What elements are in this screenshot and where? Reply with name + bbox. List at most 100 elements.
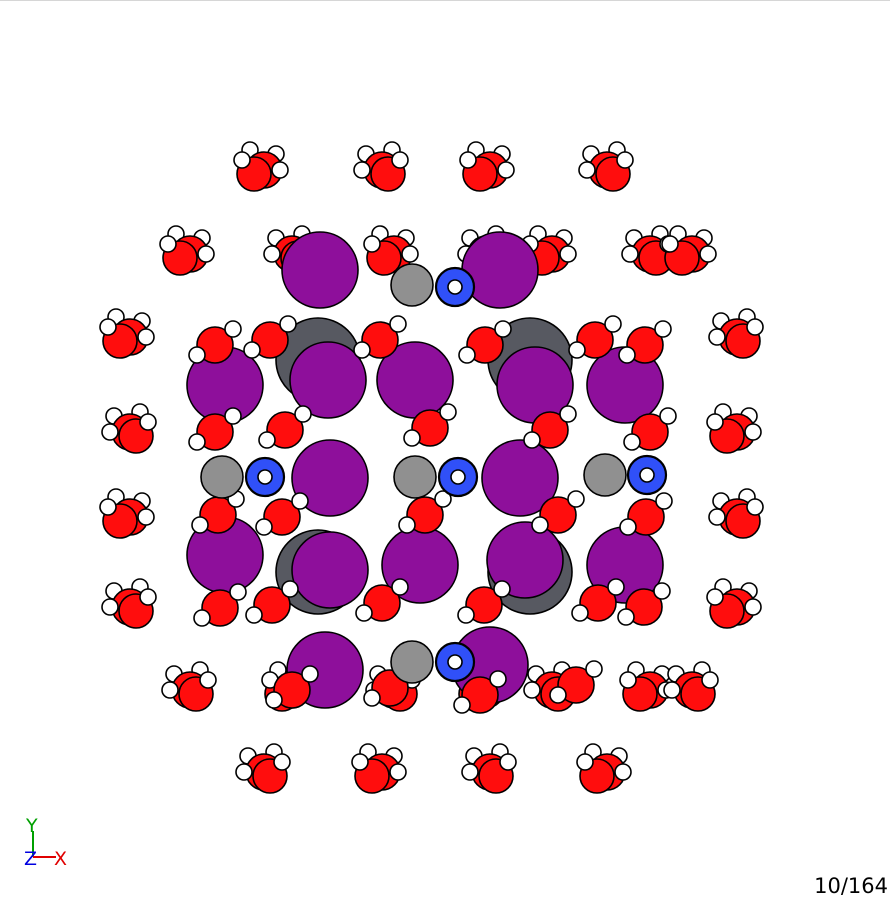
hydrogen-atom <box>363 689 381 707</box>
oxygen-atom <box>266 411 304 449</box>
iodine-atom <box>291 531 369 609</box>
hydrogen-atom <box>263 245 281 263</box>
hydrogen-atom <box>623 433 641 451</box>
iodine-atom <box>486 521 564 599</box>
hydrogen-atom <box>265 691 283 709</box>
hydrogen-atom <box>193 609 211 627</box>
oxygen-atom <box>531 411 569 449</box>
oxygen-atom <box>361 321 399 359</box>
hydrogen-atom <box>699 245 717 263</box>
hydrogen-atom <box>559 245 577 263</box>
hydrogen-atom <box>279 315 297 333</box>
hydrogen-atom <box>271 161 289 179</box>
hydrogen-atom <box>706 588 724 606</box>
hydrogen-atom <box>585 660 603 678</box>
hydrogen-atom <box>291 492 309 510</box>
hydrogen-atom <box>245 606 263 624</box>
hydrogen-atom <box>614 763 632 781</box>
x-axis-label: X <box>54 848 67 870</box>
hydrogen-atom <box>618 346 636 364</box>
oxygen-atom <box>461 676 499 714</box>
oxygen-atom <box>557 666 595 704</box>
hydrogen-atom <box>224 407 242 425</box>
hydrogen-atom <box>355 604 373 622</box>
iodine-atom <box>289 341 367 419</box>
hydrogen-atom <box>101 598 119 616</box>
hydrogen-atom <box>746 318 764 336</box>
hydrogen-atom <box>604 315 622 333</box>
hydrogen-atom <box>531 516 549 534</box>
oxygen-atom <box>576 321 614 359</box>
hydrogen-atom <box>161 681 179 699</box>
hydrogen-atom <box>619 518 637 536</box>
frame-counter: 10/164 <box>814 874 888 898</box>
hydrogen-atom <box>653 582 671 600</box>
carbon-atom <box>393 455 437 499</box>
hydrogen-atom <box>197 245 215 263</box>
hydrogen-atom <box>391 151 409 169</box>
oxygen-atom <box>196 326 234 364</box>
iodine-atom <box>461 231 539 309</box>
hydrogen-atom <box>188 346 206 364</box>
hydrogen-atom <box>706 413 724 431</box>
hydrogen-atom <box>199 671 217 689</box>
iodine-atom <box>281 231 359 309</box>
hydrogen-atom <box>639 467 655 483</box>
hydrogen-atom <box>447 279 463 295</box>
oxygen-atom <box>465 586 503 624</box>
hydrogen-atom <box>353 341 371 359</box>
hydrogen-atom <box>439 403 457 421</box>
hydrogen-atom <box>567 490 585 508</box>
hydrogen-atom <box>233 151 251 169</box>
top-border <box>0 0 890 1</box>
oxygen-atom <box>253 586 291 624</box>
oxygen-atom <box>406 496 444 534</box>
hydrogen-atom <box>389 763 407 781</box>
hydrogen-atom <box>450 469 466 485</box>
hydrogen-atom <box>523 431 541 449</box>
hydrogen-atom <box>243 341 261 359</box>
oxygen-atom <box>263 498 301 536</box>
hydrogen-atom <box>257 469 273 485</box>
hydrogen-atom <box>497 161 515 179</box>
hydrogen-atom <box>457 606 475 624</box>
oxygen-atom <box>627 498 665 536</box>
oxygen-atom <box>539 496 577 534</box>
hydrogen-atom <box>258 431 276 449</box>
oxygen-atom <box>466 326 504 364</box>
oxygen-atom <box>196 413 234 451</box>
hydrogen-atom <box>616 151 634 169</box>
oxygen-atom <box>625 588 663 626</box>
hydrogen-atom <box>659 407 677 425</box>
hydrogen-atom <box>523 681 541 699</box>
hydrogen-atom <box>461 763 479 781</box>
hydrogen-atom <box>255 518 273 536</box>
oxygen-atom <box>579 584 617 622</box>
hydrogen-atom <box>617 608 635 626</box>
hydrogen-atom <box>571 604 589 622</box>
oxygen-atom <box>251 321 289 359</box>
hydrogen-atom <box>578 161 596 179</box>
hydrogen-atom <box>398 516 416 534</box>
hydrogen-atom <box>188 433 206 451</box>
hydrogen-atom <box>273 753 291 771</box>
hydrogen-atom <box>389 315 407 333</box>
hydrogen-atom <box>281 580 299 598</box>
hydrogen-atom <box>101 423 119 441</box>
hydrogen-atom <box>401 245 419 263</box>
hydrogen-atom <box>708 508 726 526</box>
hydrogen-atom <box>576 753 594 771</box>
hydrogen-atom <box>654 320 672 338</box>
hydrogen-atom <box>159 235 177 253</box>
hydrogen-atom <box>459 151 477 169</box>
oxygen-atom <box>273 671 311 709</box>
oxygen-atom <box>626 326 664 364</box>
hydrogen-atom <box>229 583 247 601</box>
carbon-atom <box>200 455 244 499</box>
y-axis-label: Y <box>25 815 38 837</box>
hydrogen-atom <box>493 580 511 598</box>
hydrogen-atom <box>301 665 319 683</box>
hydrogen-atom <box>139 413 157 431</box>
hydrogen-atom <box>391 578 409 596</box>
